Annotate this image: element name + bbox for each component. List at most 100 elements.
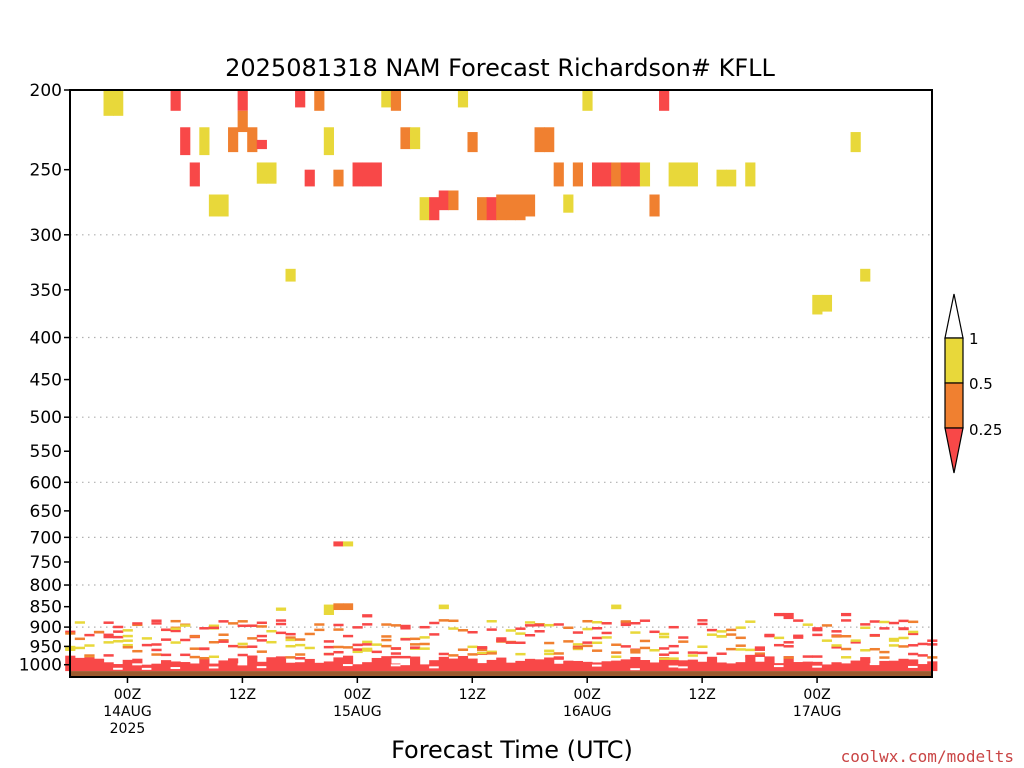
bl-cell: [601, 661, 612, 672]
bl-cell: [103, 621, 114, 624]
data-cell: [716, 169, 727, 187]
bl-cell: [831, 630, 842, 633]
data-cell: [687, 162, 698, 187]
bl-cell: [812, 655, 823, 658]
data-cell: [342, 541, 354, 547]
bl-cell: [908, 630, 919, 634]
bl-cell: [323, 661, 334, 672]
bl-cell: [917, 642, 928, 646]
data-cell: [247, 127, 258, 153]
bl-cell: [218, 640, 229, 643]
bl-cell: [486, 650, 497, 654]
bl-cell: [630, 622, 641, 625]
bl-cell: [630, 651, 641, 654]
data-cell: [812, 294, 823, 315]
data-cell: [189, 162, 200, 187]
data-cell: [601, 162, 612, 187]
bl-cell: [84, 633, 95, 637]
bl-cell: [908, 620, 919, 624]
bl-cell: [275, 631, 287, 635]
plot-frame: [69, 89, 933, 678]
bl-cell: [735, 626, 746, 629]
bl-cell: [429, 660, 440, 672]
bl-cell: [534, 659, 545, 672]
bl-cell: [869, 663, 880, 672]
bl-cell: [850, 641, 861, 644]
bl-cell: [199, 627, 210, 630]
y-tick-label: 500: [30, 408, 62, 428]
bl-cell: [295, 638, 306, 641]
bl-cell: [323, 652, 334, 656]
bl-cell: [419, 625, 430, 629]
data-cell: [486, 197, 497, 221]
bl-cell: [668, 625, 679, 629]
bl-gap: [342, 664, 354, 667]
legend-swatch-high: [944, 337, 964, 384]
data-cell: [323, 604, 334, 615]
bl-cell: [342, 655, 354, 672]
bl-cell: [601, 636, 612, 639]
data-cell: [295, 90, 306, 108]
bl-cell: [448, 658, 459, 672]
data-cell: [275, 607, 287, 611]
legend-label: 1: [969, 330, 979, 348]
bl-gap: [132, 663, 143, 666]
data-cell: [639, 162, 651, 187]
bl-cell: [505, 641, 516, 644]
bl-cell: [381, 638, 392, 642]
y-tick-label: 350: [30, 281, 62, 301]
bl-cell: [486, 620, 497, 623]
bl-cell: [515, 652, 526, 656]
bl-cell: [620, 659, 631, 672]
bl-cell: [228, 622, 239, 625]
bl-cell: [505, 629, 516, 632]
bl-cell: [170, 641, 181, 644]
bl-cell: [697, 645, 708, 648]
bl-cell: [103, 662, 114, 672]
bl-cell: [93, 630, 105, 634]
bl-cell: [352, 643, 363, 647]
data-cell: [371, 162, 382, 187]
data-cell: [228, 127, 239, 153]
data-cell: [208, 194, 220, 217]
bl-cell: [457, 629, 469, 632]
bl-cell: [773, 636, 785, 640]
bl-cell: [304, 646, 315, 650]
bl-cell: [735, 662, 746, 672]
y-axis: 200 250 300 350 400 450 500 550 600 650 700 750 8008…: [19, 81, 70, 676]
bl-cell: [544, 657, 555, 672]
bl-cell: [477, 663, 488, 672]
bl-cell: [218, 660, 229, 672]
bl-cell: [247, 655, 258, 672]
data-cell: [591, 162, 603, 187]
y-tick-label: 850: [30, 598, 62, 618]
data-cell: [429, 197, 440, 221]
bl-cell: [228, 658, 239, 672]
bl-cell: [879, 650, 890, 654]
bl-cell: [180, 638, 191, 642]
bl-cell: [113, 635, 124, 639]
bl-cell: [888, 637, 900, 641]
bl-cell: [668, 659, 679, 672]
x-tick-label: 12Z: [688, 687, 715, 703]
data-cell: [630, 162, 641, 187]
bl-cell: [199, 658, 210, 672]
data-cell: [333, 603, 344, 611]
bl-cell: [113, 664, 124, 672]
bl-cell: [601, 622, 612, 625]
y-tick-label: 650: [30, 502, 62, 522]
data-cell: [199, 127, 210, 156]
data-cell: [448, 190, 459, 211]
bl-cell: [850, 660, 861, 672]
bl-cell: [917, 664, 928, 672]
bl-cell: [879, 627, 890, 630]
data-cell: [457, 90, 469, 108]
bl-cell: [180, 662, 191, 672]
bl-cell: [390, 663, 402, 672]
bl-cell: [869, 647, 880, 651]
bl-cell: [151, 619, 162, 622]
bl-cell: [295, 653, 306, 656]
bl-cell: [410, 637, 421, 641]
bl-cell: [247, 645, 258, 648]
